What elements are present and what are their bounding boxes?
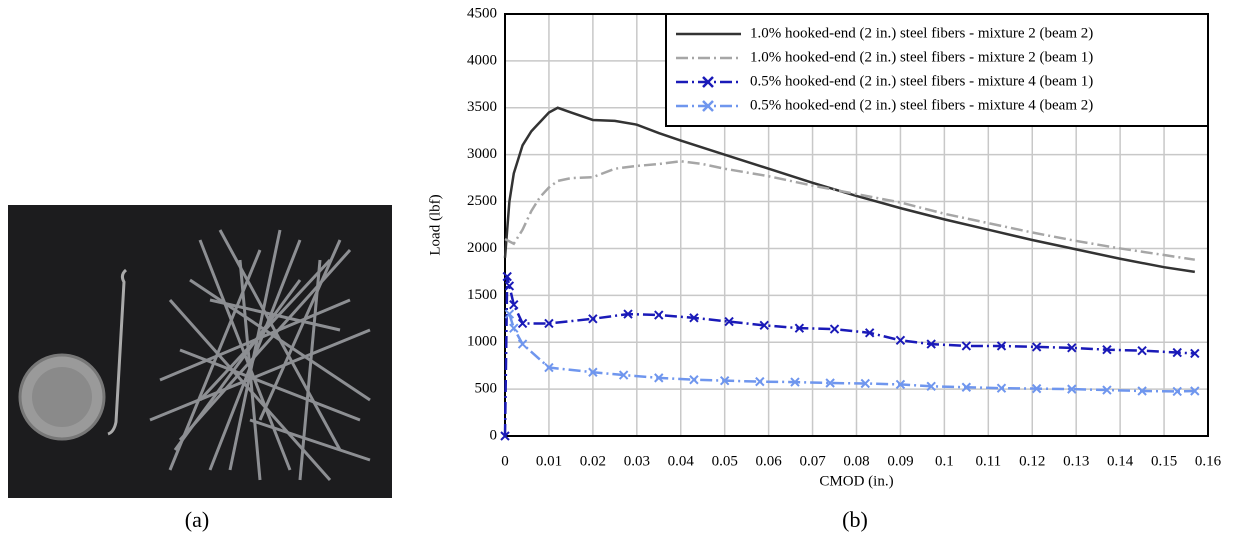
y-tick-label: 0 — [490, 427, 498, 443]
marker — [588, 314, 598, 324]
y-tick-label: 3500 — [467, 99, 497, 115]
x-tick-label: 0.04 — [668, 453, 695, 469]
marker — [926, 339, 936, 349]
y-tick-label: 4500 — [467, 5, 497, 21]
marker — [618, 370, 629, 380]
y-tick-label: 2500 — [467, 193, 497, 209]
legend-label: 0.5% hooked-end (2 in.) steel fibers - m… — [750, 97, 1093, 113]
x-tick-label: 0.15 — [1151, 453, 1177, 469]
panel-label: (b) — [842, 507, 868, 532]
chart: 0 500 1000 1500 2000 2500 3000 3500 4000 4500 0 0.0… — [427, 5, 1221, 489]
x-tick-label: 0.12 — [1019, 453, 1045, 469]
x-tick-label: 0.07 — [799, 453, 826, 469]
marker — [504, 281, 515, 291]
legend-label: 1.0% hooked-end (2 in.) steel fibers - m… — [750, 25, 1093, 41]
marker — [829, 324, 840, 334]
y-axis-label: Load (lbf) — [427, 194, 443, 255]
x-tick-label: 0.16 — [1195, 453, 1222, 469]
legend-marker — [702, 100, 714, 112]
marker — [689, 375, 699, 385]
marker — [860, 378, 870, 389]
x-tick-label: 0.11 — [975, 453, 1001, 469]
marker — [1067, 343, 1077, 353]
marker — [1031, 383, 1042, 394]
marker — [588, 367, 598, 377]
x-tick-label: 0.02 — [580, 453, 606, 469]
x-tick-label: 0.03 — [624, 453, 650, 469]
y-tick-label: 4000 — [467, 52, 497, 68]
panel-label: (a) — [185, 507, 209, 532]
marker — [517, 339, 528, 349]
legend — [665, 13, 1209, 127]
x-tick-label: 0.08 — [843, 453, 869, 469]
legend-label: 0.5% hooked-end (2 in.) steel fibers - m… — [750, 73, 1093, 89]
marker — [509, 300, 519, 310]
marker — [755, 376, 765, 387]
x-tick-label: 0.06 — [756, 453, 783, 469]
series-line — [503, 106, 1196, 274]
series-line — [508, 313, 1195, 393]
marker — [1137, 345, 1147, 356]
marker — [1190, 348, 1200, 359]
marker — [895, 379, 906, 390]
marker — [1102, 385, 1112, 395]
marker — [825, 378, 835, 388]
y-tick-label: 1500 — [467, 287, 497, 303]
marker — [623, 309, 633, 319]
marker — [961, 341, 972, 351]
marker — [1067, 384, 1077, 394]
marker — [502, 271, 512, 282]
x-tick-label: 0.13 — [1063, 453, 1089, 469]
marker — [1137, 386, 1147, 396]
marker — [759, 320, 769, 331]
marker — [1172, 347, 1182, 358]
marker — [504, 309, 515, 319]
marker — [654, 310, 664, 320]
y-tick-label: 2000 — [467, 240, 497, 256]
marker — [926, 381, 936, 392]
x-tick-label: 0.05 — [712, 453, 738, 469]
x-tick-label: 0.01 — [536, 453, 562, 469]
y-tick-label: 1000 — [467, 334, 497, 350]
marker — [790, 377, 800, 387]
marker — [996, 383, 1007, 393]
marker — [517, 318, 528, 329]
marker — [689, 313, 699, 323]
x-tick-label: 0.09 — [887, 453, 913, 469]
x-tick-label: 0.1 — [935, 453, 954, 469]
y-tick-label: 3000 — [467, 146, 497, 162]
marker — [724, 316, 734, 327]
legend-label: 1.0% hooked-end (2 in.) steel fibers - m… — [750, 49, 1093, 65]
photo — [8, 205, 392, 498]
marker — [1102, 345, 1112, 355]
marker — [1031, 342, 1042, 352]
marker — [864, 328, 875, 338]
marker — [1172, 386, 1182, 397]
marker — [719, 375, 730, 386]
marker — [654, 373, 664, 383]
x-axis-label: CMOD (in.) — [819, 473, 893, 489]
x-tick-label: 0 — [501, 453, 509, 469]
marker — [500, 431, 510, 441]
x-tick-label: 0.14 — [1107, 453, 1134, 469]
series-line — [504, 159, 1196, 261]
marker — [544, 318, 554, 329]
y-tick-label: 500 — [475, 381, 498, 397]
marker — [794, 323, 805, 333]
marker — [961, 382, 972, 392]
marker — [1190, 386, 1200, 396]
marker — [895, 335, 906, 346]
marker — [509, 323, 519, 333]
marker — [996, 341, 1007, 351]
marker — [544, 362, 554, 373]
legend-marker — [702, 76, 714, 88]
